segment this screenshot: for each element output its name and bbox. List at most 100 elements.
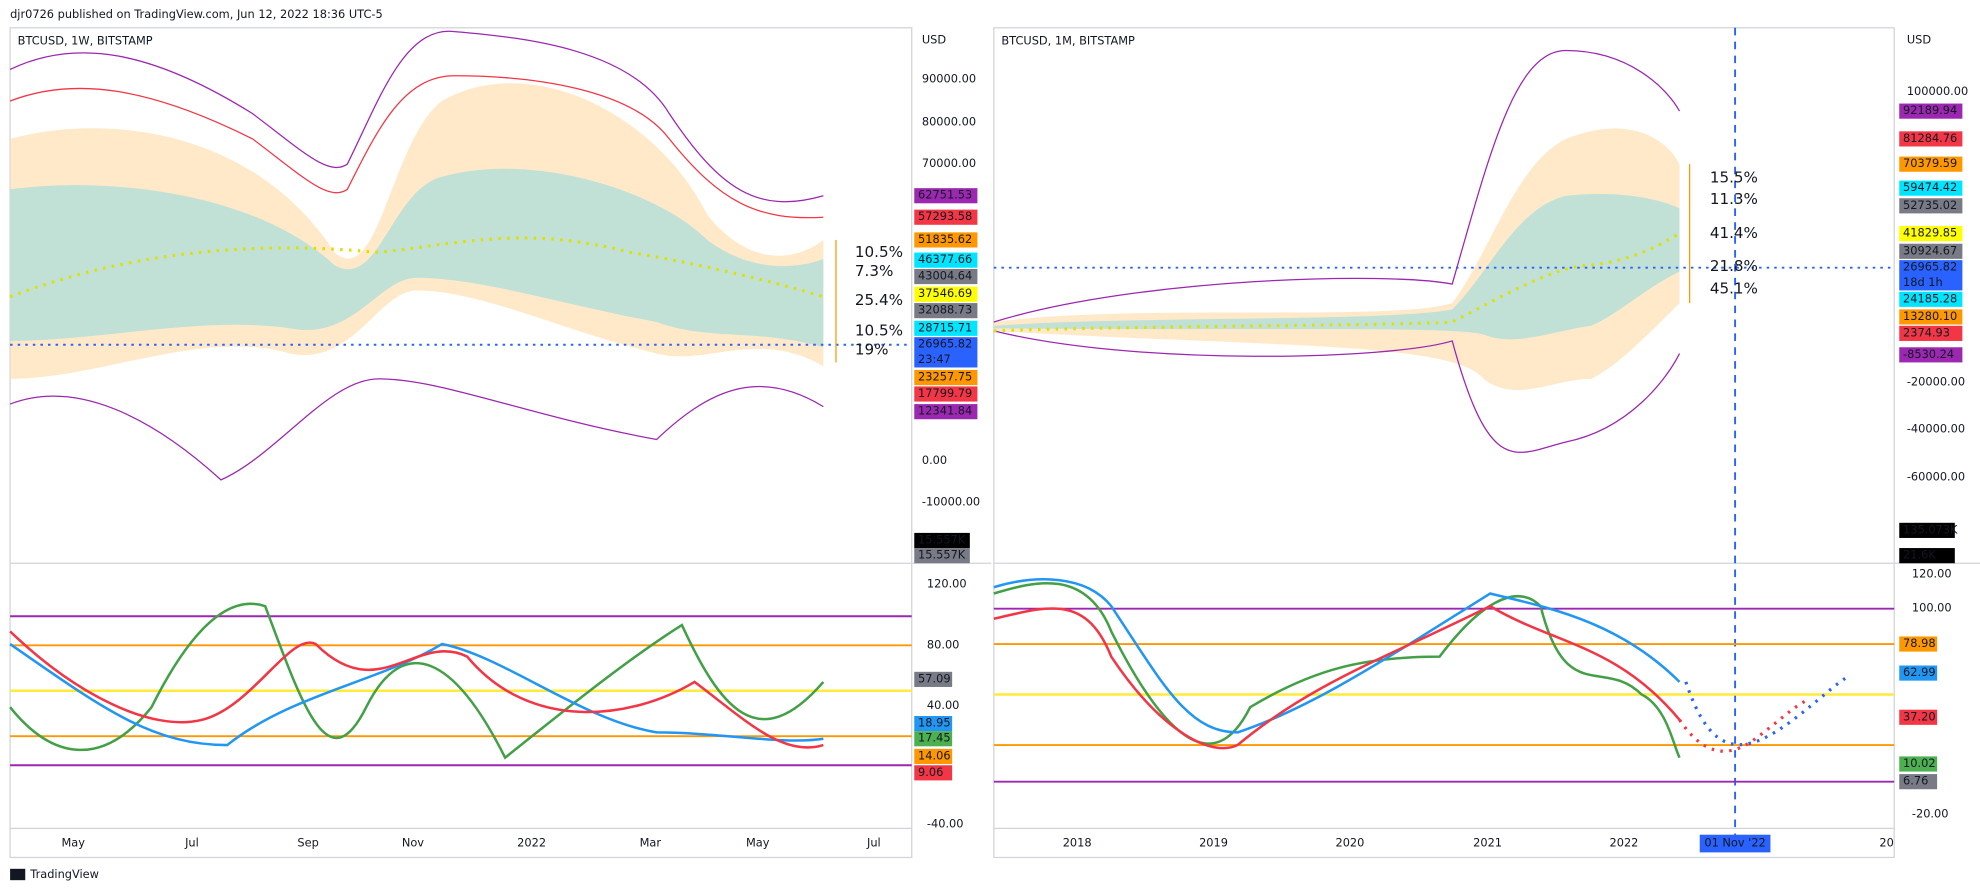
price-badge: [1899, 522, 1955, 538]
badge-label: 15.557K: [918, 532, 966, 546]
badge-label: 13280.10: [1903, 309, 1957, 323]
badge-label: 59474.42: [1903, 180, 1957, 194]
right-frame: [993, 27, 1895, 859]
price-badge: [914, 765, 953, 781]
badge-sublabel: 18d 1h: [1903, 275, 1943, 289]
price-badge: [1899, 103, 1963, 119]
band-percentage: 10.5%: [855, 321, 903, 339]
band-percentage: 21.8%: [1710, 257, 1758, 275]
time-axis-label: May: [62, 836, 86, 850]
badge-label: 57293.58: [918, 209, 972, 223]
price-badge: [914, 370, 978, 386]
band-percentage: 15.5%: [1710, 169, 1758, 187]
badge-label: 2374.93: [1903, 325, 1950, 339]
oscillator-scale-label: 100.00: [1912, 601, 1952, 615]
badge-label: 62751.53: [918, 188, 972, 202]
time-axis-label: 2019: [1199, 836, 1228, 850]
currency: USD: [1907, 32, 1932, 46]
badge-label: 41829.85: [1903, 226, 1957, 240]
publisher: djr0726 published on TradingView.com, Ju…: [10, 7, 383, 21]
envelope-line: [993, 330, 1681, 453]
badge-label: 23257.75: [918, 370, 972, 384]
badge-label: 92189.94: [1903, 103, 1957, 117]
band-percentage: 10.5%: [855, 243, 903, 261]
time-axis-label: Mar: [640, 836, 662, 850]
price-badge: [1899, 131, 1963, 147]
badge-label: 51835.62: [918, 232, 972, 246]
price-badge: [914, 232, 978, 248]
time-axis-label: 01 Nov '22: [1704, 836, 1765, 850]
price-scale-label: -40000.00: [1907, 421, 1965, 435]
badge-label: 37.20: [1903, 709, 1936, 723]
badge-label: 57.09: [918, 671, 951, 685]
badge-label: 135.073K: [1903, 522, 1958, 536]
price-badge: [1899, 260, 1963, 291]
oscillator-scale-label: 80.00: [927, 637, 960, 651]
badge-label: 12341.84: [918, 404, 972, 418]
band-percentage: 19%: [855, 340, 889, 358]
inner-band: [993, 194, 1680, 340]
price-badge: [914, 209, 978, 225]
badge-label: 18.95: [918, 716, 951, 730]
oscillator-scale-label: 120.00: [927, 577, 967, 591]
badge-label: 78.98: [1903, 636, 1936, 650]
time-axis-label: May: [746, 836, 770, 850]
price-scale-label: 90000.00: [922, 72, 976, 86]
basis-line: [9, 236, 824, 299]
time-axis-label: 2022: [517, 836, 546, 850]
band-percentage: 41.4%: [1710, 224, 1758, 242]
price-badge: [914, 320, 978, 336]
badge-label: 43004.64: [918, 269, 972, 283]
oscillator-line: [993, 581, 1681, 759]
badge-label: 81284.76: [1903, 131, 1957, 145]
badge-label: 15.557K: [918, 548, 966, 562]
price-scale-label: 80000.00: [922, 114, 976, 128]
time-axis-label: 20: [1879, 836, 1893, 850]
left-frame: [9, 27, 913, 859]
badge-label: 28715.71: [918, 320, 972, 334]
price-badge: [914, 386, 978, 402]
badge-sublabel: 23:47: [918, 352, 951, 366]
badge-label: 26965.82: [1903, 260, 1957, 274]
time-axis-label: 2021: [1473, 836, 1502, 850]
price-badge: [1899, 325, 1963, 341]
price-badge: [914, 268, 978, 285]
time-axis-label: 2020: [1335, 836, 1364, 850]
price-badge: [914, 671, 953, 687]
price-badge: [1899, 309, 1963, 325]
band-percentage: 7.3%: [855, 262, 893, 280]
time-axis-label: 2018: [1063, 836, 1092, 850]
symbol-title: BTCUSD, 1M, BITSTAMP: [1001, 34, 1135, 48]
price-badge: [1899, 243, 1963, 259]
price-badge: [1899, 774, 1938, 790]
time-axis-label: Jul: [866, 836, 881, 850]
price-badge: [914, 286, 978, 302]
envelope-line: [993, 49, 1681, 323]
price-badge: [1899, 347, 1963, 363]
date-badge: [1699, 834, 1771, 853]
band-percentage: 45.1%: [1710, 280, 1758, 298]
price-scale-label: -60000.00: [1907, 469, 1965, 483]
price-badge: [914, 303, 978, 319]
price-badge: [1899, 709, 1938, 725]
badge-label: 32088.73: [918, 303, 972, 317]
price-badge: [914, 188, 978, 204]
badge-label: 17.45: [918, 731, 951, 745]
price-scale-label: -10000.00: [922, 495, 980, 509]
badge-label: 9.06: [918, 765, 943, 779]
oscillator-line: [993, 578, 1681, 734]
price-badge: [914, 748, 953, 764]
time-axis-label: Nov: [402, 836, 424, 850]
oscillator-line: [9, 630, 824, 749]
price-badge: [914, 337, 978, 368]
brand-logo: [10, 868, 26, 881]
badge-label: 52735.02: [1903, 198, 1957, 212]
price-badge: [914, 404, 978, 420]
time-axis-label: 2022: [1609, 836, 1638, 850]
inner-band: [10, 168, 824, 348]
time-axis-label: Sep: [297, 836, 318, 850]
envelope-line: [9, 30, 824, 203]
